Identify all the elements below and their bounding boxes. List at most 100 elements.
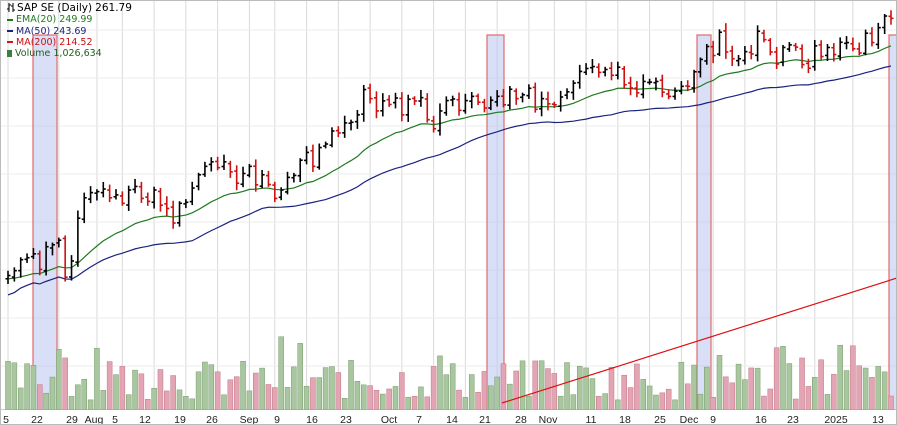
volume-bar — [195, 371, 202, 411]
ohlc-bar — [265, 170, 271, 187]
ohlc-bar — [424, 93, 430, 123]
ohlc-bar — [685, 80, 691, 92]
volume-bar — [418, 386, 424, 411]
ohlc-bar — [488, 96, 494, 111]
grid — [0, 0, 897, 410]
volume-bar — [513, 370, 519, 411]
ohlc-bar — [462, 93, 468, 114]
x-tick-label: 26 — [206, 414, 218, 425]
ohlc-bar — [56, 237, 62, 248]
x-tick-label: 23 — [787, 414, 799, 425]
ohlc-bar — [234, 165, 240, 191]
ohlc-bar — [545, 91, 551, 111]
ohlc-bar — [755, 25, 761, 62]
ema20-label: EMA(20) — [16, 14, 57, 26]
volume-bar — [68, 396, 75, 411]
ema20-swatch — [7, 18, 13, 21]
ohlc-bar — [481, 98, 487, 113]
volume-bar — [659, 392, 666, 411]
ma200-line — [501, 277, 897, 404]
ohlc-bar — [310, 144, 316, 173]
ohlc-bar — [818, 40, 824, 60]
ohlc-bar — [126, 185, 132, 211]
volume-bar — [576, 365, 583, 411]
ohlc-bar — [742, 46, 748, 65]
ohlc-bar — [75, 210, 81, 267]
volume-bar — [392, 386, 399, 411]
volume-bar — [557, 395, 564, 411]
volume-bar — [119, 366, 126, 411]
volume-bar — [684, 383, 691, 411]
volume-bar — [507, 383, 513, 411]
volume-bar — [5, 361, 11, 411]
volume-bar — [786, 363, 793, 411]
ohlc-bar — [138, 181, 144, 203]
volume-bar — [449, 363, 456, 411]
ohlc-bar — [805, 58, 811, 74]
volume-bar — [424, 396, 431, 411]
ohlc-bar — [221, 154, 227, 170]
ohlc-bar — [621, 66, 627, 89]
ohlc-bar — [539, 91, 545, 117]
ohlc-bar — [628, 76, 634, 96]
volume-bar — [704, 366, 710, 411]
ohlc-bar — [113, 189, 119, 200]
ohlc-bar — [170, 200, 176, 229]
volume-bar — [297, 343, 303, 411]
volume-bar — [481, 371, 488, 411]
volume-bar — [151, 387, 157, 411]
ohlc-bar — [875, 22, 881, 49]
x-tick-label: 21 — [479, 414, 491, 425]
x-tick-label: 29 — [66, 414, 78, 425]
x-tick-label: 18 — [619, 414, 631, 425]
volume-bar — [583, 367, 589, 411]
volume-bar — [780, 346, 786, 411]
volume-label: Volume — [15, 48, 51, 60]
ma200-label: MA(200) — [16, 36, 57, 48]
ohlc-bar — [437, 103, 443, 136]
volume-bar — [373, 390, 380, 411]
volume-bar — [627, 387, 634, 411]
volume-bar — [761, 395, 767, 411]
volume-bar — [799, 357, 805, 411]
volume-bar — [665, 388, 672, 411]
ohlc-bar — [399, 92, 405, 122]
ohlc-bar — [710, 40, 716, 64]
legend-title-row: SAP SE (Daily) 261.79 — [7, 2, 132, 14]
x-tick-label: 2025 — [824, 414, 848, 425]
volume-bar — [812, 376, 818, 411]
legend-ma50: MA(50) 243.69 — [7, 26, 132, 37]
ohlc-bar — [602, 66, 608, 77]
volume-bar — [551, 373, 558, 411]
volume-bar — [246, 390, 253, 411]
x-tick-label: Sep — [240, 414, 259, 425]
volume-bar — [252, 372, 259, 411]
ohlc-bar — [837, 37, 843, 61]
x-tick-label: Aug — [85, 414, 104, 425]
ohlc-bar — [272, 181, 278, 203]
volume-bar — [589, 378, 596, 411]
ohlc-bar — [729, 45, 735, 67]
volume-bar — [380, 393, 386, 411]
volume-bar — [792, 398, 799, 411]
ohlc-bar — [373, 91, 379, 119]
volume-bar — [329, 366, 335, 411]
ohlc-bar — [43, 241, 49, 276]
x-tick-label: 5 — [112, 414, 118, 425]
ohlc-bar — [647, 78, 653, 85]
ohlc-bar — [494, 90, 500, 107]
ohlc-bar — [405, 94, 411, 122]
ma200-value: 214.52 — [59, 36, 93, 48]
volume-bar — [341, 398, 348, 411]
ohlc-bar — [367, 83, 373, 104]
ohlc-bar — [716, 29, 722, 57]
ma50-label: MA(50) — [16, 25, 51, 37]
last-price: 261.79 — [95, 2, 132, 14]
volume-bar — [754, 367, 761, 411]
ohlc-bar — [615, 61, 621, 80]
volume-bar — [386, 388, 392, 411]
ohlc-bar — [500, 88, 506, 108]
ma50-swatch — [7, 30, 13, 33]
